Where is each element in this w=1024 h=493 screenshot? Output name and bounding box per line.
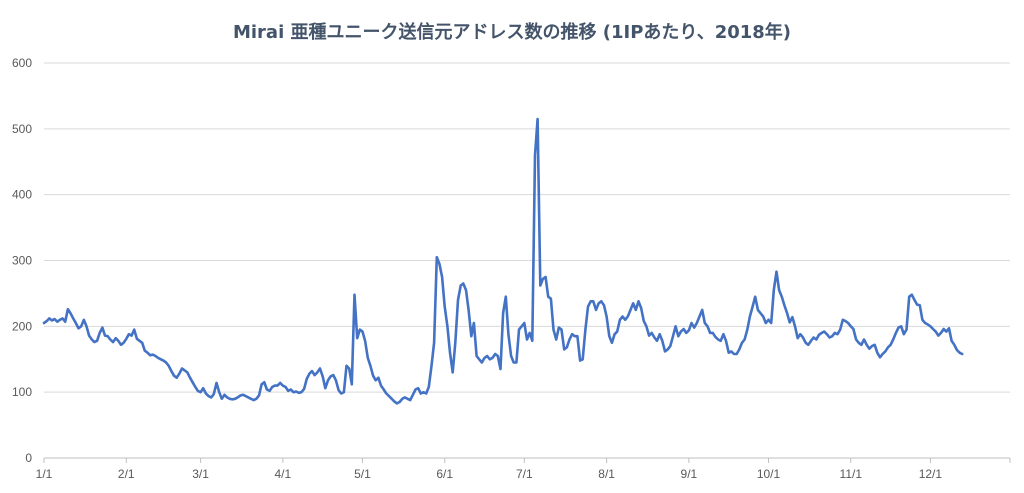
x-tick-label: 5/1 — [354, 467, 371, 481]
x-tick-label: 1/1 — [36, 467, 53, 481]
y-tick-label: 600 — [12, 56, 32, 70]
x-tick-label: 11/1 — [840, 467, 863, 481]
y-tick-label: 300 — [12, 254, 32, 268]
x-tick-label: 6/1 — [436, 467, 453, 481]
x-tick-label: 9/1 — [681, 467, 698, 481]
y-tick-label: 100 — [12, 385, 32, 399]
x-tick-label: 4/1 — [275, 467, 292, 481]
x-axis-ticks: 1/1 2/1 3/1 4/1 5/1 6/1 7/1 8/1 9/1 10/1 11/1 12/1 — [36, 458, 1011, 481]
x-tick-label: 7/1 — [516, 467, 533, 481]
x-tick-label: 12/1 — [919, 467, 943, 481]
x-tick-label: 3/1 — [192, 467, 209, 481]
chart-title: Mirai 亜種ユニーク送信元アドレス数の推移 (1IPあたり、2018年) — [233, 21, 791, 43]
series-layer — [42, 117, 964, 405]
x-tick-label: 10/1 — [757, 467, 781, 481]
y-axis-ticks: 0 100 200 300 400 500 600 — [12, 56, 32, 465]
x-tick-label: 8/1 — [598, 467, 615, 481]
y-tick-label: 500 — [12, 122, 32, 136]
x-tick-label: 2/1 — [118, 467, 135, 481]
y-tick-label: 200 — [12, 319, 32, 333]
gridlines — [44, 62, 1010, 459]
y-tick-label: 400 — [12, 188, 32, 202]
series-line — [42, 117, 964, 405]
y-tick-label: 0 — [25, 451, 32, 465]
